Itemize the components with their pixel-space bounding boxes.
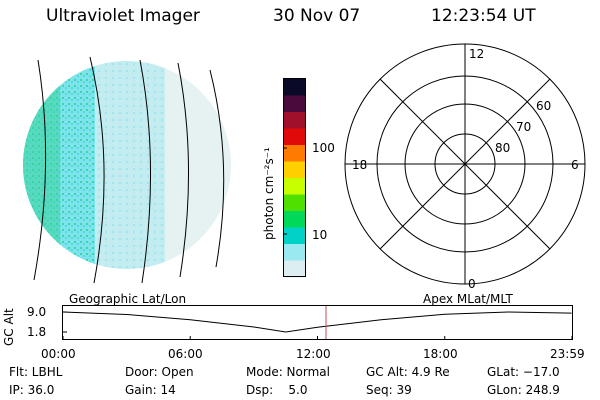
colorbar-tick-100: 100 bbox=[312, 141, 335, 155]
info-door: Door: Open bbox=[125, 365, 194, 379]
colorbar-stripe bbox=[284, 79, 305, 96]
colorbar-stripe bbox=[284, 178, 305, 195]
timeline-plot bbox=[62, 305, 573, 340]
mlt-label-0: 0 bbox=[468, 277, 476, 291]
orbit-altitude-curve bbox=[62, 311, 572, 333]
color-scale-bar bbox=[283, 78, 306, 278]
colorbar-tick-10: 10 bbox=[312, 228, 328, 242]
info-seq: Seq: 39 bbox=[366, 383, 412, 397]
timeline-right-label: Apex MLat/MLT bbox=[423, 292, 513, 306]
y-tick-9: 9.0 bbox=[27, 305, 47, 319]
mlt-label-6: 6 bbox=[571, 158, 579, 172]
colorbar-stripe bbox=[284, 211, 305, 228]
colorbar-stripe bbox=[284, 227, 305, 245]
info-ip: IP: 36.0 bbox=[9, 383, 55, 397]
info-glon: GLon: 248.9 bbox=[487, 383, 560, 397]
info-gain: Gain: 14 bbox=[125, 383, 176, 397]
info-mode: Mode: Normal bbox=[246, 365, 330, 379]
colorbar-unit-label: photon cm⁻²s⁻¹ bbox=[262, 147, 276, 240]
timeline-left-label: Geographic Lat/Lon bbox=[69, 292, 187, 306]
x-tick-00-00: 00:00 bbox=[41, 347, 76, 361]
timeline-y-axis-label: GC Alt bbox=[2, 308, 16, 346]
instrument-title: Ultraviolet Imager bbox=[46, 6, 200, 26]
info-dsp: Dsp: 5.0 bbox=[246, 383, 308, 397]
colorbar-stripe bbox=[284, 161, 305, 179]
colorbar-stripe bbox=[284, 194, 305, 212]
mlt-label-18: 18 bbox=[352, 158, 367, 172]
time-label: 12:23:54 UT bbox=[431, 6, 536, 26]
uv-earth-image bbox=[23, 56, 231, 284]
info-glat: GLat: −17.0 bbox=[487, 365, 560, 379]
colorbar-stripe bbox=[284, 260, 305, 278]
info-gc-alt: GC Alt: 4.9 Re bbox=[366, 365, 450, 379]
colorbar-stripe bbox=[284, 244, 305, 261]
polar-mlat-mlt-plot: 12 18 6 0 60 70 80 bbox=[344, 43, 586, 291]
colorbar-stripe bbox=[284, 145, 305, 162]
colorbar-stripe bbox=[284, 112, 305, 129]
lat-label-70: 70 bbox=[516, 120, 531, 134]
x-tick-12-00: 12:00 bbox=[296, 347, 331, 361]
mlt-label-12: 12 bbox=[469, 47, 484, 61]
colorbar-stripe bbox=[284, 128, 305, 146]
x-tick-06-00: 06:00 bbox=[168, 347, 203, 361]
lat-label-60: 60 bbox=[536, 99, 551, 113]
date-label: 30 Nov 07 bbox=[273, 6, 361, 26]
colorbar-stripe bbox=[284, 95, 305, 113]
lat-label-80: 80 bbox=[495, 141, 510, 155]
y-tick-1-8: 1.8 bbox=[27, 325, 47, 339]
x-tick-18-00: 18:00 bbox=[423, 347, 458, 361]
x-tick-23-59: 23:59 bbox=[550, 347, 585, 361]
info-flt: Flt: LBHL bbox=[9, 365, 63, 379]
